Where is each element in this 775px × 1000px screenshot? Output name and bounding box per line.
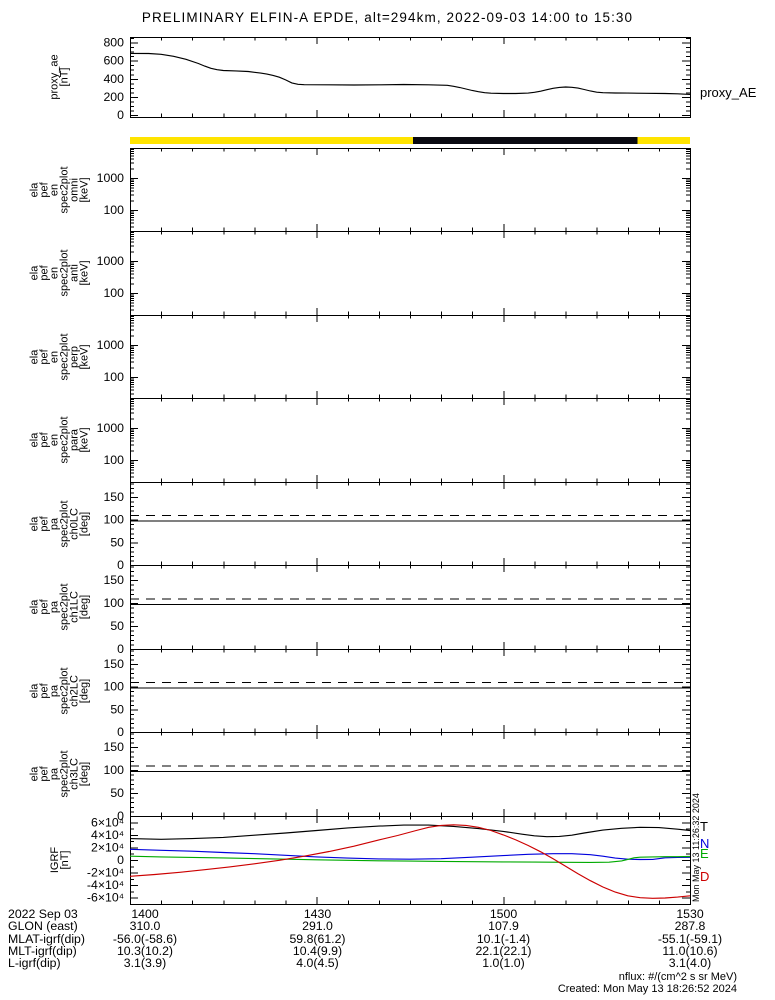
series-E — [129, 855, 691, 863]
ytick-label: 0 — [117, 853, 124, 867]
orbit-status-bar — [130, 137, 690, 144]
ytick-label: 150 — [103, 740, 124, 754]
ytick-label: 0 — [117, 809, 124, 823]
side-timestamp: Mon May 13 11:26:32 2024 — [691, 793, 701, 902]
panel-spec-omni: 1000 100 — [97, 148, 691, 232]
ytick-label: 50 — [110, 535, 124, 549]
table-cell: 1500 — [489, 907, 518, 921]
table-row-label: MLT-igrf(dip) — [8, 944, 77, 958]
ytick-label: 100 — [103, 453, 124, 467]
panel-frame — [130, 315, 691, 399]
table-cell: 3.1(4.0) — [668, 956, 712, 970]
ytick-label: 150 — [103, 573, 124, 587]
legend-D: D — [700, 869, 709, 884]
ytick-label: 600 — [103, 54, 124, 68]
ytick-label: -6×10⁴ — [87, 891, 124, 905]
created-timestamp: Created: Mon May 13 18:26:52 2024 — [557, 983, 737, 995]
table-cell: -56.0(-58.6) — [112, 932, 178, 946]
legend-E: E — [700, 846, 709, 861]
table-cell: 3.1(3.9) — [123, 956, 167, 970]
table-cell: 291.0 — [302, 919, 333, 933]
ytick-label: 2×10⁴ — [91, 840, 124, 854]
ytick-label: 0 — [117, 558, 124, 572]
ytick-label: 800 — [103, 35, 124, 49]
table-row-label: 2022 Sep 03 — [8, 907, 78, 921]
table-cell: 287.8 — [674, 919, 706, 933]
panel-pa-ch3lc: 150 100 50 0 — [103, 732, 691, 823]
panel-pa-ch2lc: 150 100 50 0 — [103, 649, 691, 739]
table-cell: 10.3(10.2) — [116, 944, 174, 958]
ytick-label: 0 — [117, 108, 124, 122]
panel-frame — [130, 231, 691, 316]
ytick-label: 100 — [103, 513, 124, 527]
ytick-label: 50 — [110, 786, 124, 800]
ytick-label: 200 — [103, 90, 124, 104]
ytick-label: 1000 — [97, 421, 125, 435]
flux-units-note: nflux: #/(cm^2 s sr MeV) — [618, 971, 737, 983]
orbit-bar-segment-sunlit — [130, 137, 413, 144]
table-cell: 310.0 — [129, 919, 161, 933]
ytick-label: 100 — [103, 596, 124, 610]
ytick-label: 50 — [110, 619, 124, 633]
legend-proxy_AE: proxy_AE — [700, 85, 757, 100]
legend-T: T — [700, 819, 708, 834]
table-row-label: GLON (east) — [8, 919, 78, 933]
series-proxy_AE — [129, 52, 691, 95]
ytick-label: 1000 — [97, 338, 125, 352]
orbit-bar-segment-sunlit — [637, 137, 690, 144]
ytick-label: 150 — [103, 490, 124, 504]
table-cell: 1.0(1.0) — [482, 956, 525, 970]
ytick-label: 100 — [103, 370, 124, 384]
ytick-label: 100 — [103, 203, 124, 217]
table-cell: 22.1(22.1) — [475, 944, 532, 958]
panel-frame — [130, 732, 691, 817]
series-D — [129, 824, 691, 899]
ytick-label: 100 — [103, 680, 124, 694]
ytick-label: 400 — [103, 72, 124, 86]
ytick-label: 1000 — [97, 254, 125, 268]
table-row-label: MLAT-igrf(dip) — [8, 932, 85, 946]
panel-frame — [130, 649, 691, 733]
ytick-label: 1000 — [97, 171, 125, 185]
panel-frame — [130, 148, 691, 232]
ytick-label: -4×10⁴ — [87, 878, 124, 892]
table-row-label: L-igrf(dip) — [8, 956, 61, 970]
orbit-bar-segment-eclipse — [412, 137, 638, 144]
table-cell: 10.4(9.9) — [292, 944, 343, 958]
panel-proxy-ae: 800 600 400 200 0 proxy_AE — [103, 35, 756, 122]
ytick-label: 4×10⁴ — [91, 828, 124, 842]
table-cell: -55.1(-59.1) — [657, 932, 723, 946]
panel-spec-perp: 1000 100 — [97, 315, 691, 399]
panel-frame — [130, 37, 691, 118]
ytick-label: 0 — [117, 642, 124, 656]
ytick-label: -2×10⁴ — [87, 866, 124, 880]
panel-frame — [130, 565, 691, 650]
legend-N: N — [700, 836, 709, 851]
table-cell: 4.0(4.5) — [296, 956, 339, 970]
table-cell: 107.9 — [488, 919, 519, 933]
table-cell: 10.1(-1.4) — [476, 932, 531, 946]
ytick-label: 100 — [103, 763, 124, 777]
table-cell: 1430 — [303, 907, 332, 921]
series-N — [129, 848, 691, 861]
ytick-label: 50 — [110, 702, 124, 716]
ytick-label: 6×10⁴ — [91, 815, 124, 829]
table-cell: 1530 — [676, 907, 704, 921]
panel-pa-ch1lc: 150 100 50 0 — [103, 565, 691, 656]
panel-spec-anti: 1000 100 — [97, 231, 691, 316]
ytick-label: 0 — [117, 725, 124, 739]
ytick-label: 100 — [103, 286, 124, 300]
ytick-label: 150 — [103, 657, 124, 671]
table-cell: 1400 — [131, 907, 159, 921]
panel-frame — [130, 398, 691, 483]
table-cell: 11.0(10.6) — [662, 944, 718, 958]
plot-title: PRELIMINARY ELFIN-A EPDE, alt=294km, 202… — [141, 10, 634, 25]
panel-frame — [130, 482, 691, 566]
panel-pa-ch0lc: 150 100 50 0 — [103, 482, 691, 572]
panel-spec-para: 1000 100 — [97, 398, 691, 483]
table-cell: 59.8(61.2) — [289, 932, 346, 946]
